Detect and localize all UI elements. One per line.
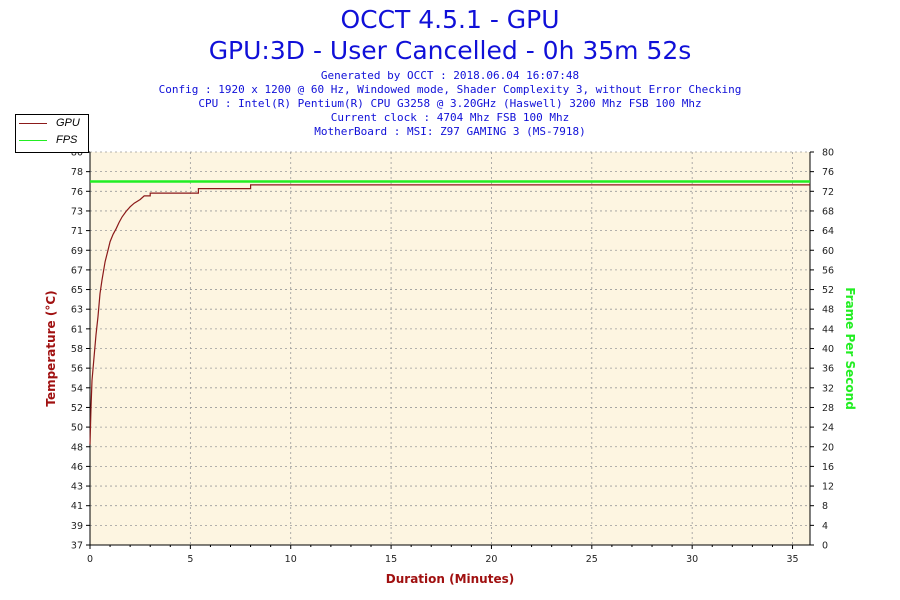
y-tick-label: 52 [71, 403, 83, 414]
legend-swatch-gpu [19, 123, 47, 124]
x-tick-label: 15 [385, 554, 397, 565]
y-tick-label: 65 [71, 285, 83, 296]
y2-tick-label: 12 [822, 482, 834, 493]
info-config: Config : 1920 x 1200 @ 60 Hz, Windowed m… [158, 83, 742, 96]
y2-tick-label: 24 [822, 423, 834, 434]
y2-tick-label: 76 [822, 167, 834, 178]
y2-tick-label: 40 [822, 344, 834, 355]
y-tick-label: 63 [71, 305, 83, 316]
info-motherboard: MotherBoard : MSI: Z97 GAMING 3 (MS-7918… [314, 125, 586, 138]
x-tick-label: 10 [285, 554, 297, 565]
y-tick-label: 54 [71, 383, 83, 394]
y-tick-label: 46 [71, 462, 83, 473]
y-tick-label: 78 [71, 167, 83, 178]
x-tick-label: 5 [187, 554, 193, 565]
y2-tick-label: 28 [822, 403, 834, 414]
y2-tick-label: 8 [822, 501, 828, 512]
y-tick-label: 37 [71, 541, 83, 552]
y-tick-label: 39 [71, 521, 83, 532]
y2-tick-label: 80 [822, 148, 834, 159]
y-axis-label: Temperature (°C) [44, 290, 58, 406]
info-generated: Generated by OCCT : 2018.06.04 16:07:48 [320, 69, 580, 82]
x-tick-label: 30 [686, 554, 698, 565]
y2-tick-label: 4 [822, 521, 828, 532]
legend-label-gpu: GPU [56, 117, 80, 129]
y-tick-label: 43 [71, 482, 83, 493]
y-tick-label: 48 [71, 442, 83, 453]
y2-tick-label: 60 [822, 246, 834, 257]
chart-subtitle: GPU:3D - User Cancelled - 0h 35m 52s [208, 36, 692, 65]
x-axis-label: Duration (Minutes) [386, 572, 514, 586]
y-tick-label: 58 [71, 344, 83, 355]
x-tick-label: 25 [586, 554, 598, 565]
y2-tick-label: 44 [822, 324, 834, 335]
y2-tick-label: 36 [822, 364, 834, 375]
legend: GPU FPS [15, 114, 89, 153]
y-tick-label: 73 [71, 206, 83, 217]
y2-tick-label: 32 [822, 383, 834, 394]
y2-tick-label: 48 [822, 305, 834, 316]
y-tick-label: 67 [71, 265, 83, 276]
y2-tick-label: 56 [822, 265, 834, 276]
legend-item-fps: FPS [16, 132, 88, 149]
legend-swatch-fps [19, 140, 47, 141]
y-tick-label: 80 [71, 148, 83, 159]
y-tick-label: 61 [71, 324, 83, 335]
y2-axis-label: Frame Per Second [843, 287, 857, 410]
chart-title: OCCT 4.5.1 - GPU [340, 5, 560, 34]
y2-tick-label: 72 [822, 187, 834, 198]
y-tick-label: 76 [71, 187, 83, 198]
y2-tick-label: 68 [822, 206, 834, 217]
y-tick-label: 56 [71, 364, 83, 375]
y2-tick-label: 64 [822, 226, 834, 237]
y2-tick-label: 52 [822, 285, 834, 296]
info-clock: Current clock : 4704 Mhz FSB 100 Mhz [330, 111, 570, 124]
x-tick-label: 35 [786, 554, 798, 565]
x-tick-label: 0 [87, 554, 93, 565]
y-tick-label: 50 [71, 423, 83, 434]
info-cpu: CPU : Intel(R) Pentium(R) CPU G3258 @ 3.… [198, 97, 702, 110]
y-tick-label: 41 [71, 501, 83, 512]
legend-item-gpu: GPU [16, 115, 88, 132]
x-tick-label: 20 [485, 554, 497, 565]
y-tick-label: 69 [71, 246, 83, 257]
y2-tick-label: 20 [822, 442, 834, 453]
legend-label-fps: FPS [56, 134, 78, 146]
y2-tick-label: 0 [822, 541, 828, 552]
y-tick-label: 71 [71, 226, 83, 237]
series-gpu-line [89, 184, 810, 445]
y2-tick-label: 16 [822, 462, 834, 473]
